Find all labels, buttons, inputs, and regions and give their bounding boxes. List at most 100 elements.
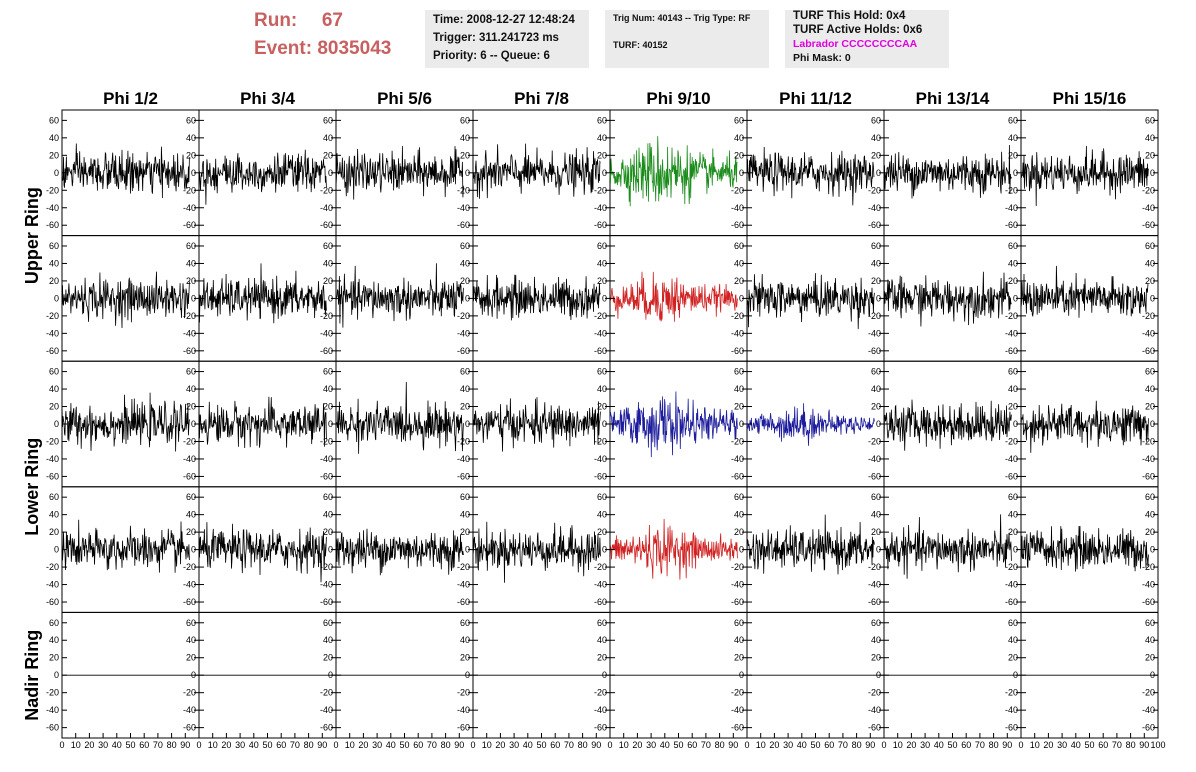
x-tick-label-c1-1: 10 [208,740,218,750]
y-tick-label-r4-c3-1: -40 [594,705,607,715]
y-tick-label-r1-c2-2: -20 [457,311,470,321]
y-tick-label-r4-c5-6: 60 [871,618,881,628]
y-tick-label-r3-c7-1: -40 [1142,580,1155,590]
y-tick-label-r3-c1-6: 60 [323,492,333,502]
waveform-trace-r1-c3 [472,274,601,321]
y-tick-label-r1-c6-0: -60 [1005,346,1018,356]
x-tick-label-c1-2: 20 [221,740,231,750]
y-tick-label-r2-c2-4: 20 [460,402,470,412]
y-tick-label-left-r0-1: -40 [46,203,59,213]
waveform-trace-r2-c6 [883,399,1012,451]
x-tick-label-c6-2: 20 [906,740,916,750]
x-tick-label-c4-1: 10 [619,740,629,750]
y-tick-label-left-r2-0: -60 [46,471,59,481]
y-tick-label-r0-c1-2: -20 [320,185,333,195]
y-tick-label-r2-c5-6: 60 [871,367,881,377]
y-tick-label-r2-c0-2: -20 [183,436,196,446]
x-tick-label-c7-9: 90 [1139,740,1149,750]
waveform-trace-r3-c3 [472,521,601,583]
y-tick-label-r1-c5-3: 0 [876,293,881,303]
column-title-8: Phi 15/16 [1053,89,1127,108]
y-tick-label-r2-c3-2: -20 [594,436,607,446]
y-tick-label-r4-c5-1: -40 [868,705,881,715]
y-tick-label-r2-c7-3: 0 [1150,419,1155,429]
y-tick-label-r4-c2-3: 0 [465,670,470,680]
y-tick-label-r4-c3-2: -20 [594,688,607,698]
y-tick-label-r2-c0-3: 0 [191,419,196,429]
y-tick-label-left-r4-3: 0 [54,670,59,680]
y-tick-label-left-r2-6: 60 [49,367,59,377]
y-tick-label-r2-c1-6: 60 [323,367,333,377]
y-tick-label-r2-c6-2: -20 [1005,436,1018,446]
y-tick-label-r1-c1-1: -40 [320,328,333,338]
y-tick-label-r0-c1-0: -60 [320,220,333,230]
y-tick-label-r1-c0-5: 40 [186,258,196,268]
y-tick-label-left-r0-0: -60 [46,220,59,230]
y-tick-label-r1-c5-6: 60 [871,241,881,251]
y-tick-label-r0-c1-3: 0 [328,168,333,178]
turf-active-holds-text: TURF Active Holds: 0x6 [793,24,923,36]
x-tick-label-c6-7: 70 [975,740,985,750]
y-tick-label-r4-c1-5: 40 [323,635,333,645]
y-tick-label-r1-c5-5: 40 [871,258,881,268]
x-tick-label-c7-8: 80 [1126,740,1136,750]
y-tick-label-r1-c3-3: 0 [602,293,607,303]
y-tick-label-r2-c7-1: -40 [1142,454,1155,464]
y-tick-label-r4-c1-3: 0 [328,670,333,680]
x-tick-label-c6-3: 30 [920,740,930,750]
x-tick-label-c1-7: 70 [290,740,300,750]
y-tick-label-r2-c6-3: 0 [1013,419,1018,429]
y-tick-label-r3-c1-0: -60 [320,597,333,607]
y-tick-label-r3-c4-6: 60 [734,492,744,502]
y-tick-label-r4-c7-0: -60 [1142,723,1155,733]
y-tick-label-r3-c0-4: 20 [186,527,196,537]
waveform-trace-r1-c1 [198,263,327,324]
y-tick-label-left-r1-4: 20 [49,276,59,286]
event-value: 8035043 [317,38,392,59]
waveform-trace-r0-c4 [609,136,738,207]
x-tick-label-c3-8: 80 [578,740,588,750]
y-tick-label-r1-c1-2: -20 [320,311,333,321]
waveform-trace-r3-c7 [1020,525,1149,572]
x-tick-label-c7-1: 10 [1030,740,1040,750]
x-tick-label-c6-1: 10 [893,740,903,750]
y-tick-label-r0-c3-0: -60 [594,220,607,230]
y-tick-label-r1-c7-0: -60 [1142,346,1155,356]
column-title-5: Phi 9/10 [646,89,710,108]
y-tick-label-r4-c3-3: 0 [602,670,607,680]
y-tick-label-r1-c0-6: 60 [186,241,196,251]
y-tick-label-r0-c3-1: -40 [594,203,607,213]
y-tick-label-r1-c0-2: -20 [183,311,196,321]
y-tick-label-r2-c5-5: 40 [871,384,881,394]
y-tick-label-r1-c2-4: 20 [460,276,470,286]
y-tick-label-left-r1-5: 40 [49,258,59,268]
y-tick-label-r1-c3-5: 40 [597,258,607,268]
y-tick-label-r3-c1-3: 0 [328,545,333,555]
trig-info-box: Trig Num: 40143 -- Trig Type: RF TURF: 4… [605,10,769,68]
y-tick-label-r0-c6-4: 20 [1008,150,1018,160]
x-tick-label-c1-3: 30 [235,740,245,750]
y-tick-label-r4-c5-5: 40 [871,635,881,645]
y-tick-label-r0-c0-6: 60 [186,115,196,125]
y-tick-label-left-r3-1: -40 [46,580,59,590]
turf-this-hold-text: TURF This Hold: 0x4 [793,10,906,22]
y-tick-label-left-r1-2: -20 [46,311,59,321]
x-tick-label-c1-0: 0 [196,740,201,750]
x-tick-label-c2-9: 90 [454,740,464,750]
y-tick-label-r3-c0-6: 60 [186,492,196,502]
column-title-2: Phi 3/4 [240,89,295,108]
y-tick-label-r2-c7-2: -20 [1142,436,1155,446]
x-tick-label-c0-6: 60 [139,740,149,750]
y-tick-label-r3-c0-1: -40 [183,580,196,590]
x-tick-label-c7-4: 40 [1071,740,1081,750]
y-tick-label-r0-c7-3: 0 [1150,168,1155,178]
y-tick-label-r3-c4-4: 20 [734,527,744,537]
y-tick-label-r3-c5-1: -40 [868,580,881,590]
y-tick-label-r3-c6-6: 60 [1008,492,1018,502]
y-tick-label-r1-c5-0: -60 [868,346,881,356]
x-tick-label-c4-3: 30 [646,740,656,750]
y-tick-label-left-r4-2: -20 [46,688,59,698]
x-tick-label-c4-0: 0 [607,740,612,750]
x-tick-label-c4-5: 50 [673,740,683,750]
y-tick-label-r2-c1-0: -60 [320,471,333,481]
